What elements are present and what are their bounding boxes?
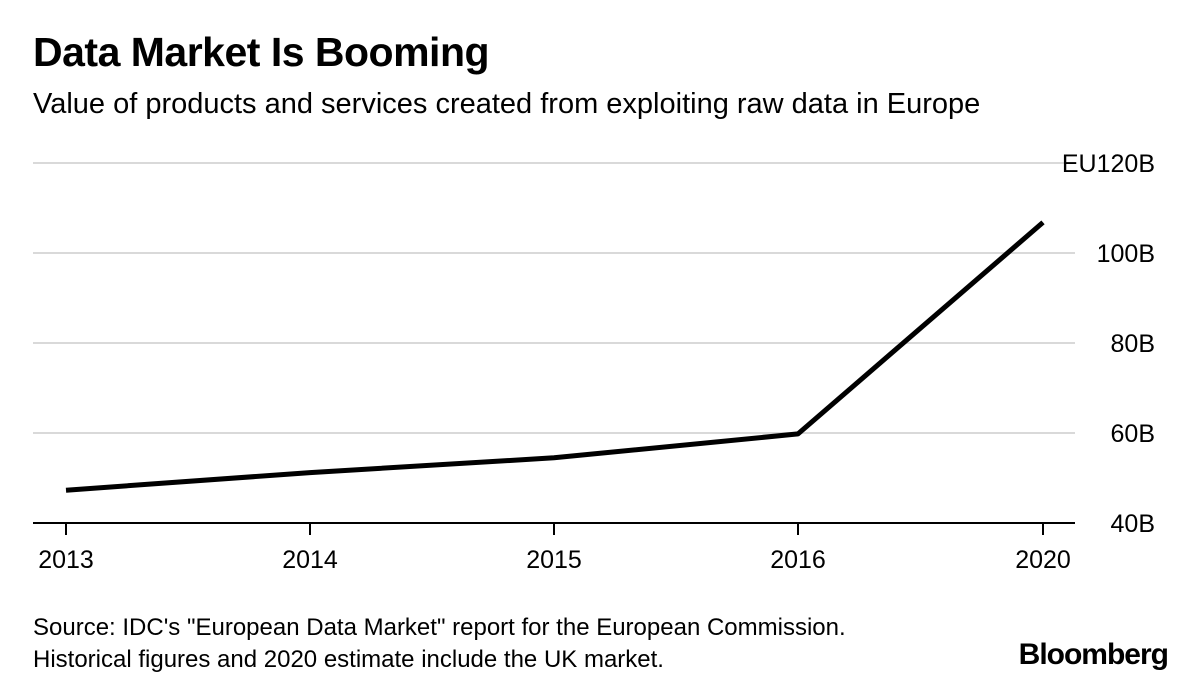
gridlines [33,162,1075,434]
y-tick-label-60: 60B [1111,420,1155,448]
x-tick-label-2020: 2020 [1015,546,1071,574]
bloomberg-logo: Bloomberg [1018,638,1169,671]
chart-title: Data Market Is Booming [33,29,490,75]
x-tick-label-2014: 2014 [282,546,338,574]
y-axis-tick-labels: 40B 60B 80B 100B EU120B [1062,150,1155,538]
x-tick-label-2016: 2016 [770,546,826,574]
y-tick-label-120: EU120B [1062,150,1155,178]
x-tick-label-2015: 2015 [526,546,582,574]
y-tick-label-40: 40B [1111,510,1155,538]
series-lines [65,220,1045,493]
x-axis [33,522,1075,535]
x-axis-tick-labels: 2013 2014 2015 2016 2020 [38,546,1071,574]
source-note: Source: IDC's "European Data Market" rep… [33,612,846,676]
source-line-2: Historical figures and 2020 estimate inc… [33,646,664,673]
chart-subtitle: Value of products and services created f… [33,88,981,120]
y-tick-label-80: 80B [1111,330,1155,358]
source-line-1: Source: IDC's "European Data Market" rep… [33,614,846,641]
y-tick-label-100: 100B [1097,240,1155,268]
series-line-0 [65,220,1045,493]
line-chart: 40B 60B 80B 100B EU120B 2013 2014 2015 2016 2020 [33,150,1155,574]
x-tick-label-2013: 2013 [38,546,94,574]
